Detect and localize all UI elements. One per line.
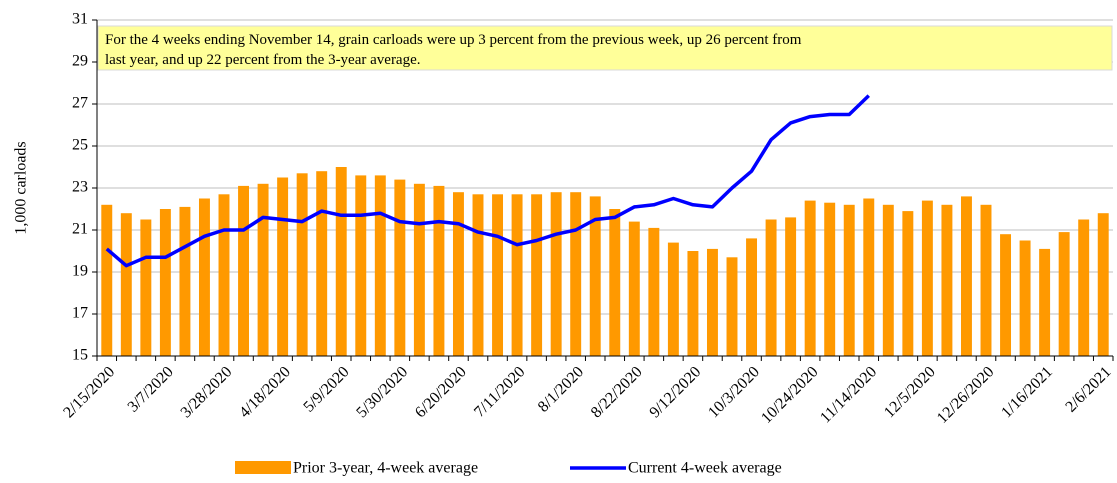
- y-tick-label: 19: [72, 263, 88, 280]
- x-tick-label: 3/28/2020: [178, 363, 236, 421]
- bar: [374, 175, 386, 356]
- bar: [452, 192, 464, 356]
- bar: [120, 213, 132, 356]
- bar: [198, 198, 210, 356]
- bar: [980, 204, 992, 356]
- bar: [706, 248, 718, 356]
- bar: [257, 183, 269, 356]
- bar: [433, 185, 445, 356]
- annotation-text: For the 4 weeks ending November 14, grai…: [105, 32, 802, 48]
- x-tick-label: 3/7/2020: [125, 363, 177, 415]
- legend-swatch: [235, 461, 291, 474]
- bar: [882, 204, 894, 356]
- bar: [960, 196, 972, 356]
- bar: [941, 204, 953, 356]
- y-tick-label: 15: [72, 347, 88, 364]
- bar: [277, 177, 289, 356]
- bar: [843, 204, 855, 356]
- bar: [1078, 219, 1090, 356]
- bar: [238, 185, 250, 356]
- x-tick-label: 5/9/2020: [300, 363, 352, 415]
- bar: [531, 194, 543, 356]
- x-tick-label: 8/22/2020: [588, 363, 646, 421]
- x-tick-label: 5/30/2020: [353, 363, 411, 421]
- bar: [570, 192, 582, 356]
- x-tick-label: 11/14/2020: [817, 363, 880, 426]
- y-tick-label: 17: [72, 305, 88, 322]
- y-tick-label: 21: [72, 221, 88, 238]
- bar: [667, 242, 679, 356]
- bar: [296, 173, 308, 356]
- bar: [804, 200, 816, 356]
- bar: [726, 257, 738, 356]
- y-tick-label: 23: [72, 179, 88, 196]
- bar: [902, 211, 914, 356]
- x-tick-label: 7/11/2020: [471, 363, 528, 420]
- bar: [511, 194, 523, 356]
- bar: [316, 171, 328, 356]
- annotation-box: [97, 25, 1113, 71]
- annotation-text: last year, and up 22 percent from the 3-…: [105, 52, 421, 68]
- bar: [355, 175, 367, 356]
- bar: [1058, 232, 1070, 356]
- bar: [921, 200, 933, 356]
- bar: [1097, 213, 1109, 356]
- bar: [589, 196, 601, 356]
- bar: [765, 219, 777, 356]
- x-tick-label: 12/5/2020: [881, 363, 939, 421]
- bar: [1000, 234, 1012, 356]
- bar: [550, 192, 562, 356]
- x-tick-label: 4/18/2020: [236, 363, 294, 421]
- bar: [609, 209, 621, 356]
- bar: [628, 221, 640, 356]
- x-tick-label: 2/15/2020: [60, 363, 118, 421]
- y-axis-label: 1,000 carloads: [13, 141, 30, 234]
- bar: [413, 183, 425, 356]
- bar: [394, 179, 406, 356]
- x-tick-label: 6/20/2020: [412, 363, 470, 421]
- bar: [1019, 240, 1031, 356]
- x-tick-label: 10/3/2020: [705, 363, 763, 421]
- bar: [218, 194, 230, 356]
- bar: [492, 194, 504, 356]
- bar: [687, 251, 699, 356]
- y-tick-label: 29: [72, 53, 88, 70]
- bar: [863, 198, 875, 356]
- x-tick-label: 8/1/2020: [535, 363, 587, 415]
- legend-label: Current 4-week average: [628, 460, 782, 477]
- bar: [785, 217, 797, 356]
- y-tick-label: 31: [72, 11, 88, 28]
- bar: [335, 167, 347, 356]
- x-tick-label: 12/26/2020: [934, 363, 998, 427]
- y-tick-label: 27: [72, 95, 88, 112]
- bar: [472, 194, 484, 356]
- bar: [159, 209, 171, 356]
- legend-label: Prior 3-year, 4-week average: [293, 460, 478, 477]
- x-tick-label: 2/6/2021: [1062, 363, 1114, 415]
- line: [105, 94, 870, 268]
- bar: [140, 219, 152, 356]
- x-tick-label: 9/12/2020: [646, 363, 704, 421]
- bar: [824, 202, 836, 356]
- bar: [1039, 248, 1051, 356]
- x-tick-label: 10/24/2020: [758, 363, 822, 427]
- bar: [101, 204, 113, 356]
- bar: [746, 238, 758, 356]
- x-tick-label: 1/16/2021: [998, 363, 1056, 421]
- bar: [179, 206, 191, 356]
- y-tick-label: 25: [72, 137, 88, 154]
- bar: [648, 227, 660, 356]
